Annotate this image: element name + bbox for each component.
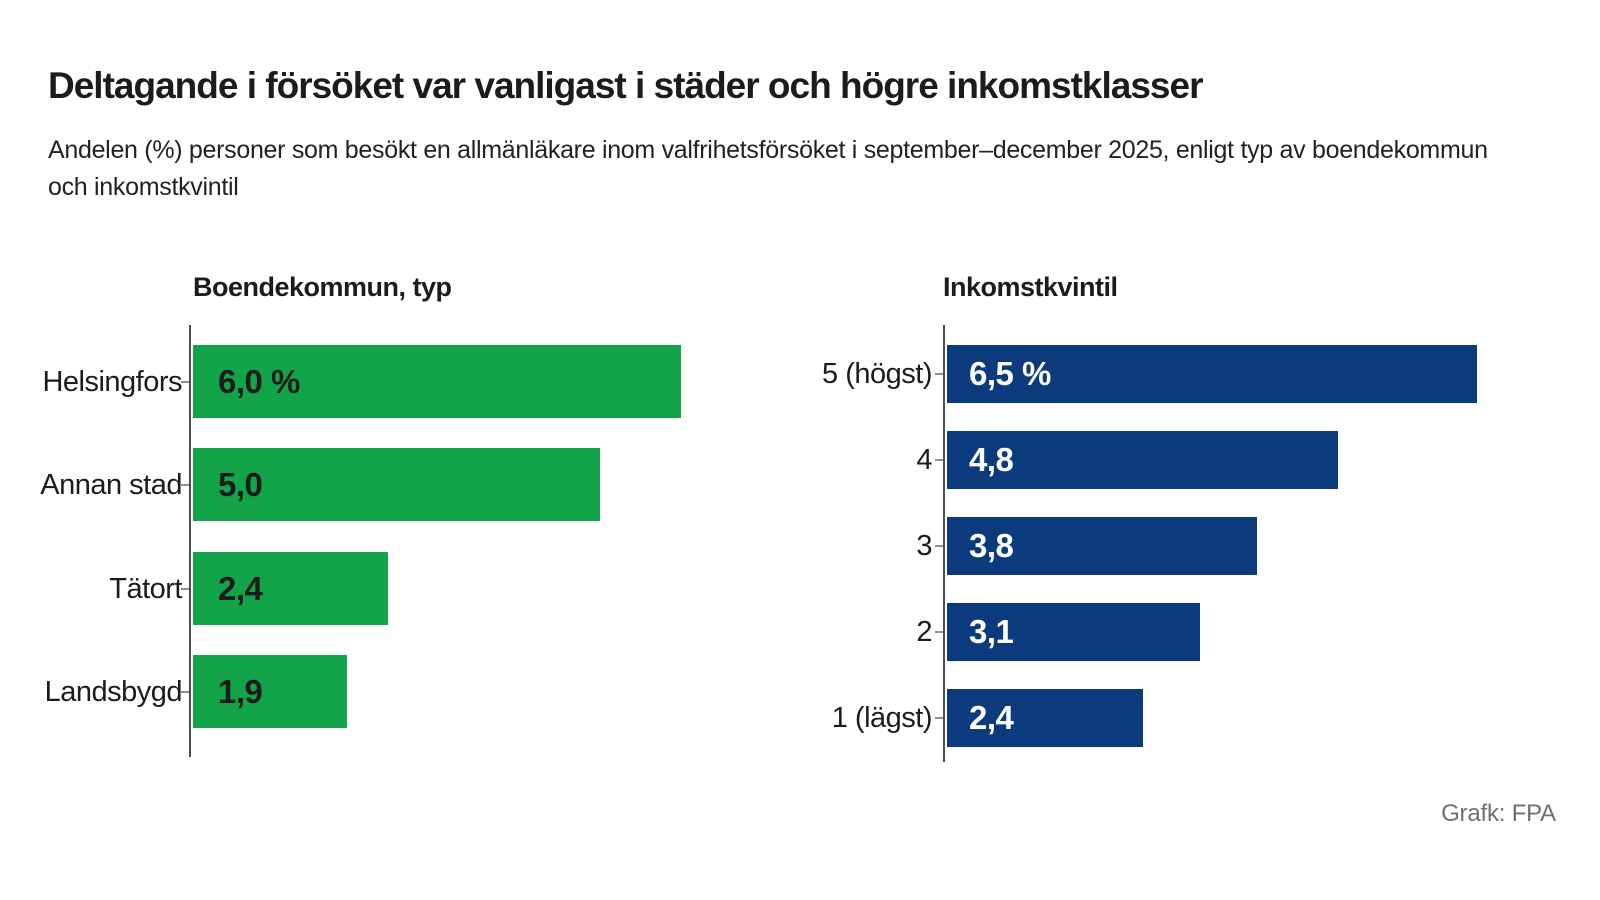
bar-value-label: 4,8 bbox=[969, 441, 1014, 478]
axis-tick-mark bbox=[935, 631, 943, 633]
category-label: Annan stad bbox=[40, 469, 182, 501]
bar-value-label: 2,4 bbox=[969, 699, 1014, 736]
bar-value-label: 3,8 bbox=[969, 527, 1014, 564]
category-label: 2 bbox=[916, 616, 932, 648]
graphic-credit: Grafk: FPA bbox=[1441, 800, 1556, 827]
category-label: Tätort bbox=[109, 573, 182, 605]
axis-tick-mark bbox=[181, 588, 189, 590]
bar: 6,0 % bbox=[193, 345, 681, 418]
bar: 6,5 % bbox=[947, 345, 1477, 403]
category-label: 4 bbox=[916, 444, 932, 476]
bar: 2,4 bbox=[193, 552, 388, 625]
chart-title-boendekommun: Boendekommun, typ bbox=[193, 272, 452, 302]
bar-value-label: 3,1 bbox=[969, 613, 1014, 650]
bar: 4,8 bbox=[947, 431, 1338, 489]
bar-value-label: 6,5 % bbox=[969, 355, 1051, 392]
axis-tick-mark bbox=[181, 691, 189, 693]
bar-value-label: 2,4 bbox=[218, 569, 263, 607]
bar-value-label: 1,9 bbox=[218, 672, 263, 710]
bar: 5,0 bbox=[193, 448, 600, 521]
page-title: Deltagande i försöket var vanligast i st… bbox=[48, 65, 1203, 106]
axis-tick-mark bbox=[935, 717, 943, 719]
bar: 3,8 bbox=[947, 517, 1257, 575]
bar-value-label: 6,0 % bbox=[218, 362, 300, 400]
bar: 1,9 bbox=[193, 655, 347, 728]
page-subtitle-line-1: Andelen (%) personer som besökt en allmä… bbox=[48, 136, 1488, 164]
axis-tick-mark bbox=[935, 373, 943, 375]
category-label: 3 bbox=[916, 530, 932, 562]
y-axis-line bbox=[943, 325, 945, 762]
axis-tick-mark bbox=[935, 545, 943, 547]
bar: 2,4 bbox=[947, 689, 1143, 747]
bar-value-label: 5,0 bbox=[218, 465, 263, 503]
axis-tick-mark bbox=[935, 459, 943, 461]
category-label: Helsingfors bbox=[42, 366, 182, 398]
axis-tick-mark bbox=[181, 484, 189, 486]
y-axis-line bbox=[189, 325, 191, 757]
chart-title-inkomstkvintil: Inkomstkvintil bbox=[943, 272, 1118, 302]
page-subtitle-line-2: och inkomstkvintil bbox=[48, 173, 239, 201]
category-label: Landsbygd bbox=[44, 676, 183, 708]
category-label: 5 (högst) bbox=[822, 358, 932, 390]
bar: 3,1 bbox=[947, 603, 1200, 661]
axis-tick-mark bbox=[181, 381, 189, 383]
category-label: 1 (lägst) bbox=[831, 702, 933, 734]
